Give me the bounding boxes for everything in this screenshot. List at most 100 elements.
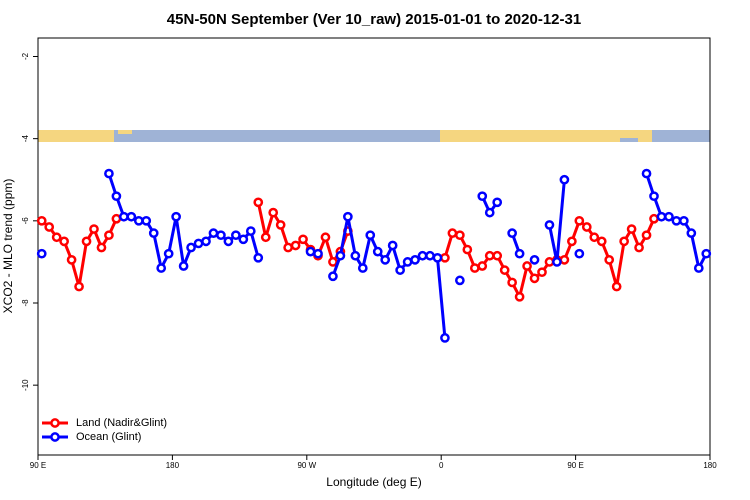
- data-point: [372, 246, 383, 257]
- data-point: [96, 242, 107, 253]
- data-point: [492, 250, 503, 261]
- data-point: [634, 242, 644, 253]
- data-point: [455, 230, 465, 241]
- x-tick-label: 90 E: [30, 461, 46, 470]
- data-point: [245, 226, 256, 236]
- data-point: [514, 291, 525, 302]
- data-point: [484, 207, 495, 218]
- data-point: [208, 228, 219, 238]
- data-point: [484, 250, 495, 261]
- data-point: [462, 244, 473, 255]
- data-point: [193, 238, 204, 249]
- data-point: [567, 236, 577, 247]
- data-point: [693, 263, 704, 273]
- data-point: [335, 250, 346, 261]
- data-point: [268, 207, 279, 218]
- data-point: [574, 215, 585, 226]
- data-point: [201, 236, 211, 247]
- data-point: [671, 215, 682, 226]
- data-point: [163, 248, 174, 259]
- data-point: [89, 224, 99, 234]
- data-point: [477, 261, 488, 271]
- data-point: [357, 263, 368, 273]
- chart-title: 45N-50N September (Ver 10_raw) 2015-01-0…: [167, 11, 581, 28]
- y-tick-label: -2: [21, 52, 30, 60]
- data-point: [544, 257, 555, 267]
- data-point: [507, 228, 517, 238]
- data-point: [216, 230, 226, 241]
- data-point: [111, 191, 122, 202]
- data-point: [111, 213, 122, 224]
- data-point: [343, 211, 353, 222]
- data-point: [664, 211, 674, 222]
- land-band: [38, 130, 114, 142]
- x-tick-label: 90 E: [567, 461, 583, 470]
- data-point: [529, 273, 540, 284]
- data-point: [238, 234, 249, 245]
- data-point: [178, 261, 189, 271]
- data-point: [275, 220, 286, 230]
- data-point: [604, 255, 615, 265]
- data-point: [440, 333, 450, 343]
- data-point: [148, 228, 159, 238]
- data-point: [440, 252, 450, 263]
- data-point: [537, 267, 547, 278]
- y-tick-label: -10: [21, 379, 30, 391]
- data-point: [522, 261, 532, 271]
- data-point: [641, 230, 652, 241]
- data-point: [417, 250, 428, 261]
- data-point: [455, 275, 465, 286]
- data-point: [529, 255, 540, 265]
- data-point: [499, 265, 510, 275]
- data-point: [74, 281, 84, 292]
- data-point: [171, 211, 181, 222]
- data-point: [395, 265, 405, 275]
- data-point: [36, 248, 47, 259]
- data-point: [447, 228, 458, 238]
- data-point: [119, 211, 129, 222]
- data-point: [679, 215, 689, 226]
- data-point: [380, 255, 391, 265]
- x-tick-label: 180: [166, 461, 180, 470]
- data-point: [141, 215, 152, 226]
- data-point: [589, 232, 600, 243]
- data-point: [186, 242, 196, 253]
- data-point: [432, 252, 443, 263]
- plot-frame: [37, 37, 711, 456]
- legend-label: Ocean (Glint): [76, 431, 141, 443]
- data-point: [328, 271, 338, 282]
- data-point: [126, 211, 137, 222]
- data-point: [66, 255, 77, 265]
- data-point: [514, 248, 525, 259]
- data-point: [104, 230, 114, 241]
- data-point: [44, 222, 55, 232]
- data-point: [611, 281, 622, 292]
- data-point: [656, 211, 667, 222]
- data-point: [350, 250, 361, 261]
- data-point: [410, 255, 420, 265]
- series-line: [107, 173, 708, 339]
- data-point: [686, 228, 697, 238]
- x-tick-label: 90 W: [297, 461, 316, 470]
- land-ocean-strip: [38, 130, 710, 142]
- y-tick-label: -4: [21, 135, 30, 143]
- data-point: [574, 248, 585, 259]
- data-point: [305, 246, 316, 257]
- data-point: [596, 236, 607, 247]
- data-point: [552, 257, 562, 267]
- data-point: [544, 220, 555, 230]
- data-point: [328, 257, 338, 267]
- data-point: [402, 257, 413, 267]
- data-point: [253, 252, 264, 263]
- legend-marker: [50, 432, 60, 442]
- data-point: [619, 236, 629, 247]
- data-point: [290, 240, 301, 251]
- data-point: [253, 197, 264, 208]
- data-point: [425, 250, 435, 261]
- data-point: [469, 263, 480, 273]
- data-point: [156, 263, 167, 273]
- data-point: [492, 197, 503, 208]
- data-point: [298, 234, 308, 245]
- data-point: [559, 255, 570, 265]
